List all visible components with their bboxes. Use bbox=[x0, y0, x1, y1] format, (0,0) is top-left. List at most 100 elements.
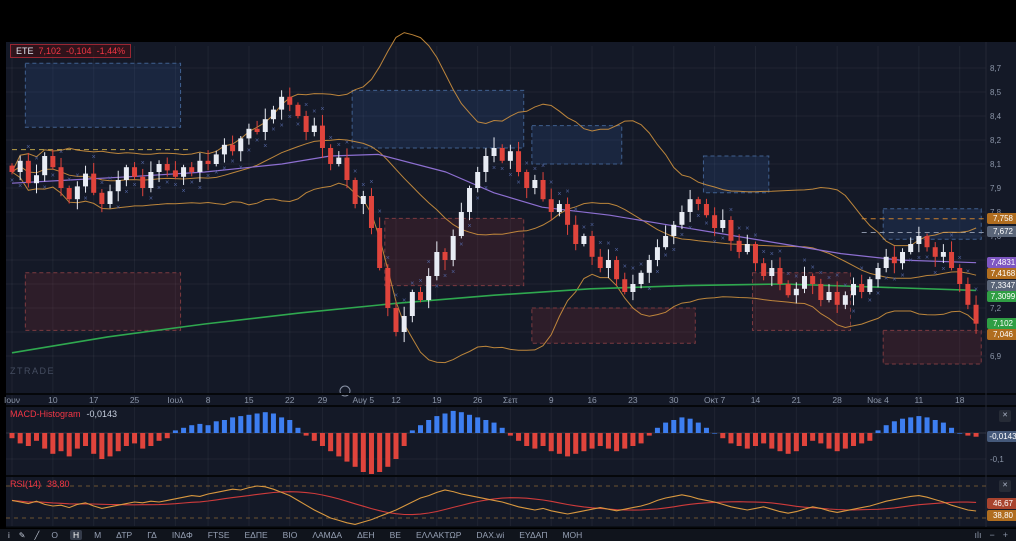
svg-text:×: × bbox=[590, 222, 594, 229]
toolbar-item-Ο[interactable]: Ο bbox=[51, 530, 58, 540]
svg-text:×: × bbox=[92, 154, 96, 161]
svg-text:×: × bbox=[631, 266, 635, 273]
time-axis-label: 22 bbox=[285, 395, 295, 405]
toolbar-item-Μ[interactable]: Μ bbox=[94, 530, 102, 540]
symbol-name: ETE bbox=[16, 46, 34, 56]
toolbar-item-FTSE[interactable]: FTSE bbox=[207, 530, 230, 540]
toolbar-item-ΕΔΠΕ[interactable]: ΕΔΠΕ bbox=[244, 530, 268, 540]
macd-panel-label: MACD-Histogram -0,0143 bbox=[10, 409, 117, 419]
svg-text:×: × bbox=[868, 297, 872, 304]
price-tick: 7,9 bbox=[990, 184, 1002, 193]
time-axis-label: Ιουλ bbox=[167, 395, 184, 405]
demand-zone bbox=[751, 272, 852, 331]
macd-value-badge: -0,0143 bbox=[987, 431, 1016, 442]
svg-text:×: × bbox=[851, 308, 855, 315]
svg-text:×: × bbox=[917, 255, 921, 262]
toolbar-item-ΒΙΟ[interactable]: ΒΙΟ bbox=[282, 530, 298, 540]
rsi-line bbox=[11, 485, 977, 525]
toolbar-item-ΓΔ[interactable]: ΓΔ bbox=[147, 530, 157, 540]
svg-text:×: × bbox=[713, 239, 717, 246]
svg-text:×: × bbox=[958, 255, 962, 262]
watermark: ZTRADE bbox=[10, 366, 55, 376]
svg-text:×: × bbox=[214, 169, 218, 176]
svg-text:×: × bbox=[222, 166, 226, 173]
price-axis-badge: 7,046 bbox=[987, 328, 1016, 340]
time-axis-label: 21 bbox=[791, 395, 802, 405]
svg-text:×: × bbox=[745, 226, 749, 233]
sar-dots: × × × × × × × × × × × × × × × × × × × × × × × × × × × × × × × × × × × × × × × ×… bbox=[10, 102, 978, 315]
bottom-toolbar: i ✎ ╱ Ο Η Μ ΔΤΡ ΓΔ ΙΝΔΦ FTSE ΕΔΠΕ ΒΙΟ ΛΑΜΔΑ ΔΕΗ ΒΕ ΕΛΛΑ… bbox=[0, 528, 1016, 541]
price-axis-badge: 7,3347 bbox=[987, 280, 1016, 292]
rsi-close-button[interactable]: ✕ bbox=[999, 480, 1011, 492]
time-axis-label: 10 bbox=[48, 395, 58, 405]
toolbar-item-Η[interactable]: Η bbox=[69, 530, 83, 540]
rsi-ma-line bbox=[11, 491, 977, 516]
supply-zone bbox=[351, 89, 525, 149]
symbol-info: ETE 7,102 -0,104 -1,44% bbox=[10, 44, 132, 58]
symbol-change-pct: -1,44% bbox=[96, 46, 126, 56]
price-tick: 6,9 bbox=[990, 352, 1002, 361]
svg-text:×: × bbox=[900, 272, 904, 279]
svg-text:×: × bbox=[18, 183, 22, 190]
toolbar-item-ΔΤΡ[interactable]: ΔΤΡ bbox=[116, 530, 133, 540]
time-axis-label: 29 bbox=[317, 395, 328, 405]
time-axis-label: Αυγ 5 bbox=[352, 395, 375, 405]
svg-text:×: × bbox=[647, 286, 651, 293]
toolbar-item-ΔΕΗ[interactable]: ΔΕΗ bbox=[357, 530, 375, 540]
svg-text:×: × bbox=[835, 272, 839, 279]
time-axis-label: 16 bbox=[587, 395, 597, 405]
time-axis-label: 9 bbox=[548, 395, 554, 405]
toolbar-item-ΒΕ[interactable]: ΒΕ bbox=[389, 530, 401, 540]
svg-text:×: × bbox=[51, 173, 55, 180]
svg-text:×: × bbox=[108, 176, 112, 183]
svg-text:×: × bbox=[345, 139, 349, 146]
macd-histogram bbox=[6, 410, 986, 474]
toolbar-item-DAX.wi[interactable]: DAX.wi bbox=[476, 530, 505, 540]
price-tick: 8,2 bbox=[990, 136, 1002, 145]
rsi-panel-lines bbox=[6, 485, 986, 525]
time-axis-label: 18 bbox=[954, 395, 965, 405]
price-axis-badge: 7,102 bbox=[987, 317, 1016, 329]
price-tick: 8,1 bbox=[990, 160, 1002, 169]
svg-text:×: × bbox=[516, 179, 520, 186]
time-axis-label: 30 bbox=[669, 395, 679, 405]
toolbar-item-ΛΑΜΔΑ[interactable]: ΛΑΜΔΑ bbox=[312, 530, 343, 540]
svg-text:×: × bbox=[263, 143, 267, 150]
svg-text:×: × bbox=[802, 258, 806, 265]
toolbar-item-ΜΟΗ[interactable]: ΜΟΗ bbox=[562, 530, 583, 540]
svg-text:×: × bbox=[255, 137, 259, 144]
time-axis-label: 11 bbox=[914, 395, 924, 405]
svg-text:×: × bbox=[598, 240, 602, 247]
time-axis-label: 23 bbox=[628, 395, 638, 405]
svg-text:×: × bbox=[133, 182, 137, 189]
chart-style-icon[interactable]: ılı bbox=[974, 530, 982, 540]
price-axis-badge: 7,4168 bbox=[987, 267, 1016, 279]
zoom-out-icon[interactable]: − bbox=[989, 530, 995, 540]
time-axis-label: Οκτ 7 bbox=[703, 395, 726, 405]
corner-controls: ılı − + bbox=[974, 530, 1008, 540]
supply-zone bbox=[531, 125, 623, 165]
toolbar-item-ΙΝΔΦ[interactable]: ΙΝΔΦ bbox=[171, 530, 193, 540]
draw-tool-icon[interactable]: ✎ bbox=[18, 530, 26, 540]
svg-text:×: × bbox=[271, 127, 275, 134]
svg-text:×: × bbox=[672, 247, 676, 254]
time-axis-label: Ιουν bbox=[4, 395, 20, 405]
pointer-tool-icon[interactable]: i bbox=[8, 530, 10, 540]
svg-text:×: × bbox=[467, 223, 471, 230]
toolbar-item-ΕΛΛΑΚΤΩΡ[interactable]: ΕΛΛΑΚΤΩΡ bbox=[415, 530, 462, 540]
line-tool-icon[interactable]: ╱ bbox=[34, 530, 40, 540]
time-axis-label: Σεπ bbox=[502, 395, 518, 405]
svg-text:×: × bbox=[533, 166, 537, 173]
svg-text:×: × bbox=[190, 179, 194, 186]
svg-text:×: × bbox=[696, 213, 700, 220]
svg-text:×: × bbox=[557, 191, 561, 198]
macd-close-button[interactable]: ✕ bbox=[999, 410, 1011, 422]
svg-text:×: × bbox=[819, 270, 823, 277]
svg-text:×: × bbox=[361, 182, 365, 189]
price-tick: 7,2 bbox=[990, 304, 1002, 313]
toolbar-item-ΕΥΔΑΠ[interactable]: ΕΥΔΑΠ bbox=[519, 530, 548, 540]
zoom-in-icon[interactable]: + bbox=[1002, 530, 1008, 540]
svg-text:×: × bbox=[680, 232, 684, 239]
rsi-ma-badge: 46,67 bbox=[987, 498, 1016, 509]
